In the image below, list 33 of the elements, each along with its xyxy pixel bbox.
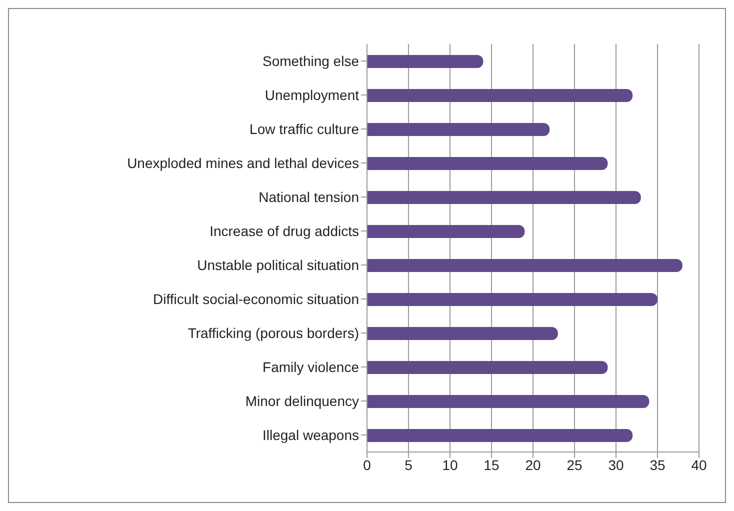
y-tick-label: Trafficking (porous borders): [188, 324, 359, 341]
bar: [367, 259, 682, 272]
x-tick-label: 20: [525, 456, 541, 473]
bar: [367, 429, 633, 442]
bar: [367, 191, 641, 204]
bar: [367, 225, 525, 238]
x-tick-label: 0: [363, 456, 372, 473]
y-tick-label: Family violence: [262, 358, 360, 375]
bar: [367, 327, 558, 340]
y-tick-label: Difficult social-economic situation: [153, 290, 359, 307]
x-tick-label: 35: [650, 456, 666, 473]
x-tick-label: 10: [442, 456, 458, 473]
bar: [367, 157, 608, 170]
bar: [367, 55, 484, 68]
bar: [367, 89, 633, 102]
y-tick-label: Increase of drug addicts: [210, 222, 359, 239]
bar: [367, 361, 608, 374]
x-tick-label: 15: [484, 456, 500, 473]
y-tick-label: Low traffic culture: [250, 120, 360, 137]
y-tick-label: Illegal weapons: [262, 426, 359, 443]
x-tick-label: 40: [691, 456, 707, 473]
x-tick-label: 30: [608, 456, 624, 473]
y-tick-label: Unemployment: [264, 86, 360, 103]
x-tick-label: 25: [566, 456, 582, 473]
y-tick-label: Unexploded mines and lethal devices: [127, 154, 359, 171]
bar: [367, 395, 650, 408]
bar: [367, 123, 550, 136]
x-tick-label: 5: [404, 456, 413, 473]
y-tick-label: Minor delinquency: [245, 392, 359, 409]
bar: [367, 293, 658, 306]
y-tick-label: National tension: [258, 188, 359, 205]
y-tick-label: Something else: [262, 52, 360, 69]
y-tick-label: Unstable political situation: [197, 256, 359, 273]
